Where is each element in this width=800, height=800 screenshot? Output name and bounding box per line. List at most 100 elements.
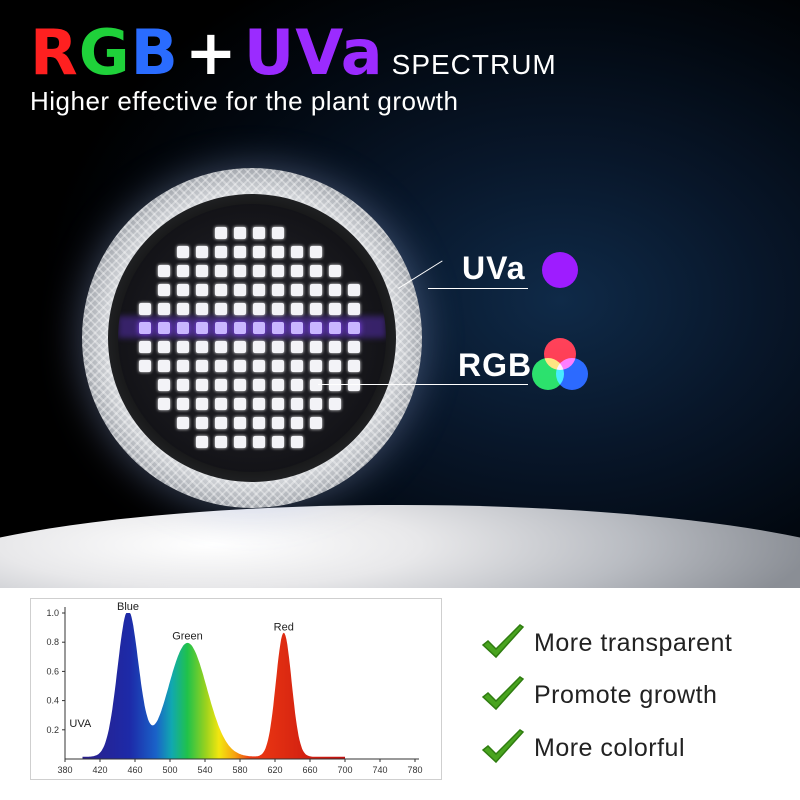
white-led xyxy=(177,417,189,429)
white-led xyxy=(329,360,341,372)
white-led xyxy=(272,303,284,315)
white-led xyxy=(348,379,360,391)
white-led xyxy=(158,360,170,372)
y-tick-label: 0.6 xyxy=(46,666,59,676)
headline-plus: + xyxy=(184,16,238,89)
white-led xyxy=(310,284,322,296)
x-tick-label: 500 xyxy=(162,765,177,775)
white-led xyxy=(215,360,227,372)
white-led xyxy=(291,417,303,429)
uva-dot-icon xyxy=(542,252,578,288)
white-led xyxy=(291,398,303,410)
feature-item: More transparent xyxy=(480,621,732,665)
uv-led xyxy=(215,322,227,334)
spectrum-chart: 380 420 460 500 540 580 620 660 700 740 780 0.2 0.4 0… xyxy=(30,598,442,780)
headline-b: B xyxy=(130,16,179,89)
white-led xyxy=(234,246,246,258)
white-led xyxy=(272,246,284,258)
white-led xyxy=(234,417,246,429)
white-led xyxy=(139,303,151,315)
y-tick-label: 0.2 xyxy=(46,725,59,735)
white-led xyxy=(272,360,284,372)
white-led xyxy=(272,398,284,410)
white-led xyxy=(310,398,322,410)
chart-annotation: UVA xyxy=(69,718,91,730)
white-led xyxy=(253,227,265,239)
white-led xyxy=(234,360,246,372)
white-led xyxy=(158,284,170,296)
white-led xyxy=(196,436,208,448)
white-led xyxy=(177,246,189,258)
white-led xyxy=(272,265,284,277)
uv-led xyxy=(253,322,265,334)
white-led xyxy=(348,303,360,315)
subheadline: Higher effective for the plant growth xyxy=(30,86,459,116)
rgb-mix-icon xyxy=(532,338,588,394)
hero-section: RGB+UVa SPECTRUM Higher effective for the… xyxy=(0,0,800,588)
white-led xyxy=(215,417,227,429)
uv-led xyxy=(310,322,322,334)
white-led xyxy=(177,284,189,296)
feature-text: More transparent xyxy=(534,628,733,657)
uv-led xyxy=(177,322,189,334)
floor-reflection xyxy=(0,505,800,588)
uv-led xyxy=(272,322,284,334)
feature-item: Promote growth xyxy=(480,673,717,717)
white-led xyxy=(310,341,322,353)
white-led xyxy=(177,341,189,353)
white-led xyxy=(234,398,246,410)
feature-text: Promote growth xyxy=(534,680,718,709)
uv-led xyxy=(291,322,303,334)
white-led xyxy=(291,379,303,391)
headline-g: G xyxy=(78,16,131,89)
white-led xyxy=(253,417,265,429)
chart-annotation: Blue xyxy=(117,601,139,613)
white-led xyxy=(291,284,303,296)
white-led xyxy=(291,265,303,277)
y-tick-label: 0.8 xyxy=(46,637,59,647)
x-tick-label: 460 xyxy=(127,765,142,775)
white-led xyxy=(272,417,284,429)
white-led xyxy=(272,436,284,448)
chart-annotation: Green xyxy=(172,630,203,642)
white-led xyxy=(291,436,303,448)
white-led xyxy=(177,303,189,315)
spectrum-chart-svg: 380 420 460 500 540 580 620 660 700 740 780 0.2 0.4 0… xyxy=(46,601,422,775)
uv-led xyxy=(158,322,170,334)
white-led xyxy=(177,398,189,410)
y-tick-label: 0.4 xyxy=(46,696,59,706)
white-led xyxy=(234,284,246,296)
white-led xyxy=(310,265,322,277)
x-tick-label: 660 xyxy=(302,765,317,775)
white-led xyxy=(234,341,246,353)
white-led xyxy=(158,265,170,277)
green-check-icon xyxy=(481,624,525,659)
white-led xyxy=(253,303,265,315)
white-led xyxy=(215,284,227,296)
headline-spectrum: SPECTRUM xyxy=(391,49,557,80)
white-led xyxy=(196,265,208,277)
x-tick-label: 700 xyxy=(337,765,352,775)
uva-callout-label: UVa xyxy=(462,250,526,286)
white-led xyxy=(215,379,227,391)
uv-led xyxy=(196,322,208,334)
white-led xyxy=(196,417,208,429)
white-led xyxy=(329,284,341,296)
white-led xyxy=(253,265,265,277)
white-led xyxy=(177,360,189,372)
white-led xyxy=(253,341,265,353)
white-led xyxy=(310,417,322,429)
white-led xyxy=(272,379,284,391)
white-led xyxy=(177,379,189,391)
white-led xyxy=(253,360,265,372)
uva-callout-line-h xyxy=(428,288,528,289)
white-led xyxy=(348,284,360,296)
white-led xyxy=(234,265,246,277)
white-led xyxy=(215,341,227,353)
white-led xyxy=(348,360,360,372)
white-led xyxy=(196,379,208,391)
white-led xyxy=(253,246,265,258)
white-led xyxy=(310,360,322,372)
white-led xyxy=(291,303,303,315)
